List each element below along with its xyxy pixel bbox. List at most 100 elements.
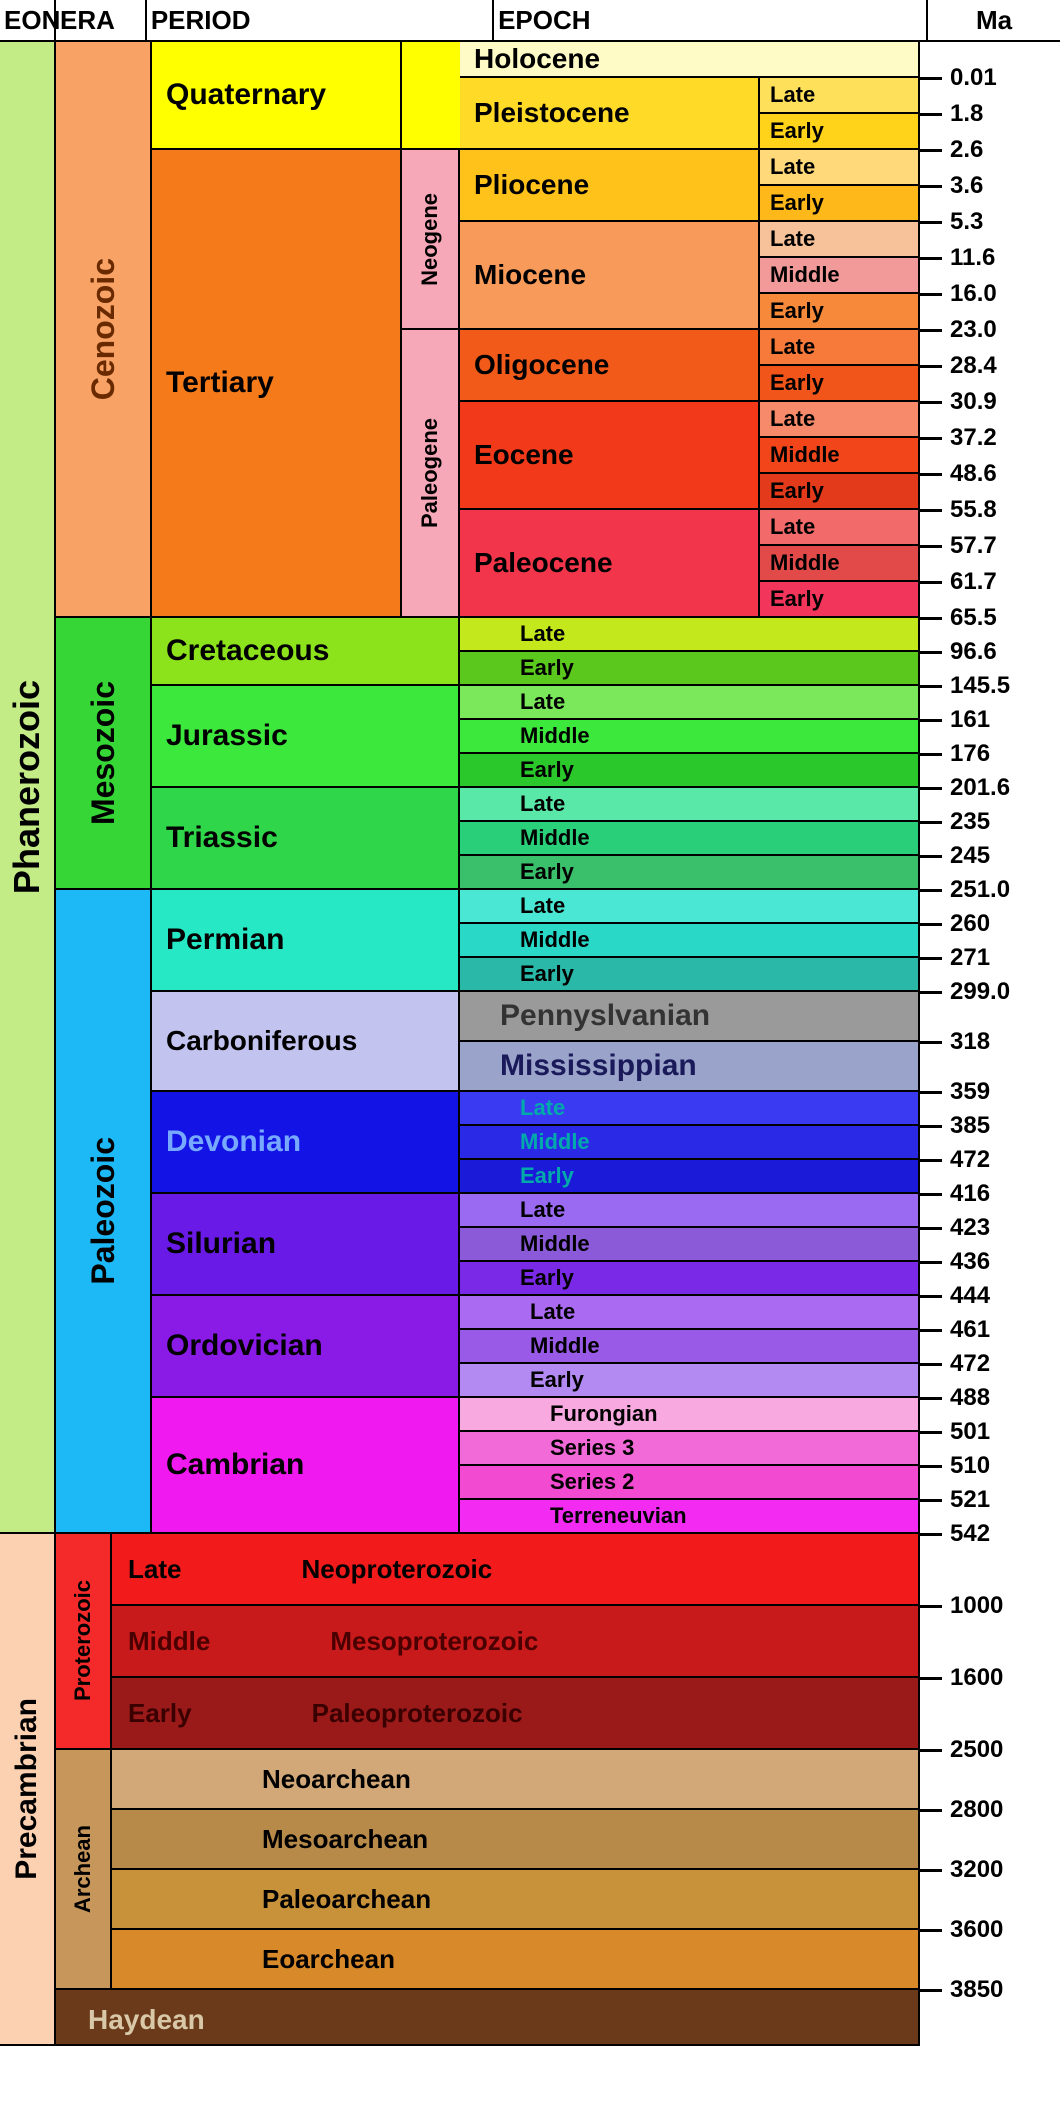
ma-tick: 96.6	[920, 638, 997, 666]
ma-tick: 61.7	[920, 568, 997, 596]
geologic-time-chart: EON ERA PERIOD EPOCH Ma Phanerozoic Prec…	[0, 0, 1060, 2046]
tick-dash	[920, 1125, 942, 1128]
ma-tick: 2.6	[920, 136, 983, 164]
epoch-late: Late	[460, 618, 920, 652]
ma-tick: 385	[920, 1112, 990, 1140]
epoch-late: Late	[460, 1296, 920, 1330]
tick-dash	[920, 113, 942, 116]
epoch-middle: Middle	[460, 924, 920, 958]
tick-dash	[920, 1159, 942, 1162]
ma-tick: 245	[920, 842, 990, 870]
epoch-furongian: Furongian	[460, 1398, 920, 1432]
ma-value: 461	[950, 1316, 990, 1344]
ma-value: 48.6	[950, 460, 997, 488]
ma-tick: 176	[920, 740, 990, 768]
ma-tick: 30.9	[920, 388, 997, 416]
ma-tick: 2500	[920, 1736, 1003, 1764]
tick-dash	[920, 991, 942, 994]
ma-value: 3200	[950, 1856, 1003, 1884]
ma-value: 271	[950, 944, 990, 972]
epoch-middle: Middle	[460, 822, 920, 856]
ma-value: 5.3	[950, 208, 983, 236]
ma-tick: 3850	[920, 1976, 1003, 2004]
ma-value: 245	[950, 842, 990, 870]
ma-value: 3600	[950, 1916, 1003, 1944]
age-middle: Middle	[760, 258, 920, 294]
epoch-early: Early	[460, 1262, 920, 1296]
tick-dash	[920, 1041, 942, 1044]
epoch-paleocene: Paleocene	[460, 510, 760, 618]
epoch-late: Late	[460, 890, 920, 924]
tick-dash	[920, 1329, 942, 1332]
tick-dash	[920, 509, 942, 512]
tick-dash	[920, 1397, 942, 1400]
tick-dash	[920, 1869, 942, 1872]
sub-label: Paleogene	[417, 418, 443, 528]
ma-value: 359	[950, 1078, 990, 1106]
epoch-late: Late	[460, 1092, 920, 1126]
ma-tick: 416	[920, 1180, 990, 1208]
paleozoic-row: Permian Carboniferous Devonian Silurian …	[152, 890, 920, 1534]
age-late: Late	[760, 78, 920, 114]
ma-value: 521	[950, 1486, 990, 1514]
eon-phanerozoic: Phanerozoic	[0, 42, 56, 1534]
ma-tick: 444	[920, 1282, 990, 1310]
proterozoic-meso: MiddleMesoproterozoic	[112, 1606, 920, 1678]
tick-dash	[920, 437, 942, 440]
tick-dash	[920, 1749, 942, 1752]
precambrian-block: Proterozoic Archean LateNeoproterozoic M…	[56, 1534, 920, 1990]
epoch-early: Early	[460, 652, 920, 686]
tick-dash	[920, 1809, 942, 1812]
era-proterozoic: Proterozoic	[56, 1534, 112, 1750]
archean-paleo: Paleoarchean	[112, 1870, 920, 1930]
epoch-terreneuvian: Terreneuvian	[460, 1500, 920, 1534]
tick-dash	[920, 1363, 942, 1366]
tick-dash	[920, 329, 942, 332]
ma-value: 201.6	[950, 774, 1010, 802]
ma-value: 96.6	[950, 638, 997, 666]
ma-value: 436	[950, 1248, 990, 1276]
epoch-middle: Middle	[460, 720, 920, 754]
epoch-series2: Series 2	[460, 1466, 920, 1500]
ma-tick: 251.0	[920, 876, 1010, 904]
tick-dash	[920, 1091, 942, 1094]
ma-value: 1.8	[950, 100, 983, 128]
ma-value: 2800	[950, 1796, 1003, 1824]
cenozoic-row: Quaternary Tertiary Neogene Paleogene	[152, 42, 920, 618]
age-early: Early	[760, 366, 920, 402]
eon-precambrian: Precambrian	[0, 1534, 56, 2046]
ma-tick: 1.8	[920, 100, 983, 128]
tick-dash	[920, 821, 942, 824]
ma-tick: 0.01	[920, 64, 997, 92]
archean-neo: Neoarchean	[112, 1750, 920, 1810]
tick-dash	[920, 1533, 942, 1536]
tick-dash	[920, 257, 942, 260]
ma-tick: 472	[920, 1350, 990, 1378]
tick-dash	[920, 365, 942, 368]
era-label: Proterozoic	[70, 1580, 96, 1701]
tick-dash	[920, 617, 942, 620]
age-late: Late	[760, 222, 920, 258]
ma-tick: 2800	[920, 1796, 1003, 1824]
ma-tick: 423	[920, 1214, 990, 1242]
proterozoic-paleo: Early Paleoproterozoic	[112, 1678, 920, 1750]
period-label: Paleoproterozoic	[312, 1698, 523, 1729]
age-label: Early	[128, 1698, 192, 1729]
tick-dash	[920, 221, 942, 224]
ma-value: 2.6	[950, 136, 983, 164]
tick-dash	[920, 1677, 942, 1680]
tick-dash	[920, 753, 942, 756]
period-label: Mesoproterozoic	[330, 1626, 538, 1657]
tick-dash	[920, 1261, 942, 1264]
mesozoic-row: Cretaceous Jurassic Triassic Late Early …	[152, 618, 920, 890]
ma-value: 542	[950, 1520, 990, 1548]
age-late: Late	[760, 330, 920, 366]
ma-value: 57.7	[950, 532, 997, 560]
ma-value: 65.5	[950, 604, 997, 632]
tick-dash	[920, 1193, 942, 1196]
era-label: Archean	[70, 1825, 96, 1913]
ma-tick: 1000	[920, 1592, 1003, 1620]
era-paleozoic: Paleozoic	[56, 890, 152, 1534]
tick-dash	[920, 1227, 942, 1230]
header-era: ERA	[56, 0, 147, 40]
